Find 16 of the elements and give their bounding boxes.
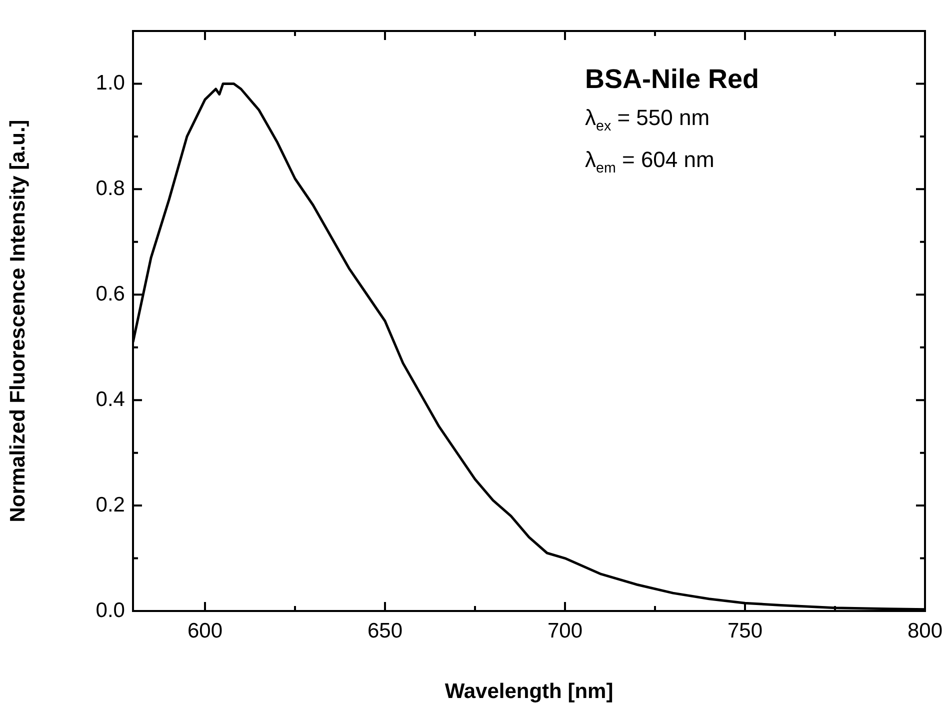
y-axis-title: Normalized Fluorescence Intensity [a.u.] — [6, 120, 30, 522]
x-axis-title: Wavelength [nm] — [444, 680, 614, 704]
x-tick-label: 650 — [367, 619, 403, 642]
annotation: λ$_{em}$ = 604 nm — [585, 146, 716, 179]
x-tick-label: 750 — [727, 619, 763, 642]
x-tick-label: 700 — [547, 619, 583, 642]
y-tick-label: 1.0 — [96, 72, 125, 95]
x-tick-label: 600 — [187, 619, 223, 642]
y-tick-label: 0.2 — [96, 493, 125, 516]
y-tick-label: 0.8 — [96, 176, 125, 200]
y-tick-label: 0.6 — [96, 282, 125, 306]
y-tick-label: 0.4 — [96, 388, 126, 411]
x-tick-label: 800 — [907, 619, 943, 642]
annotation: λ$_{ex}$ = 550 nm — [585, 104, 711, 136]
text: BSA-Nile Red — [585, 64, 760, 95]
y-tick-label: 0.0 — [96, 598, 125, 622]
